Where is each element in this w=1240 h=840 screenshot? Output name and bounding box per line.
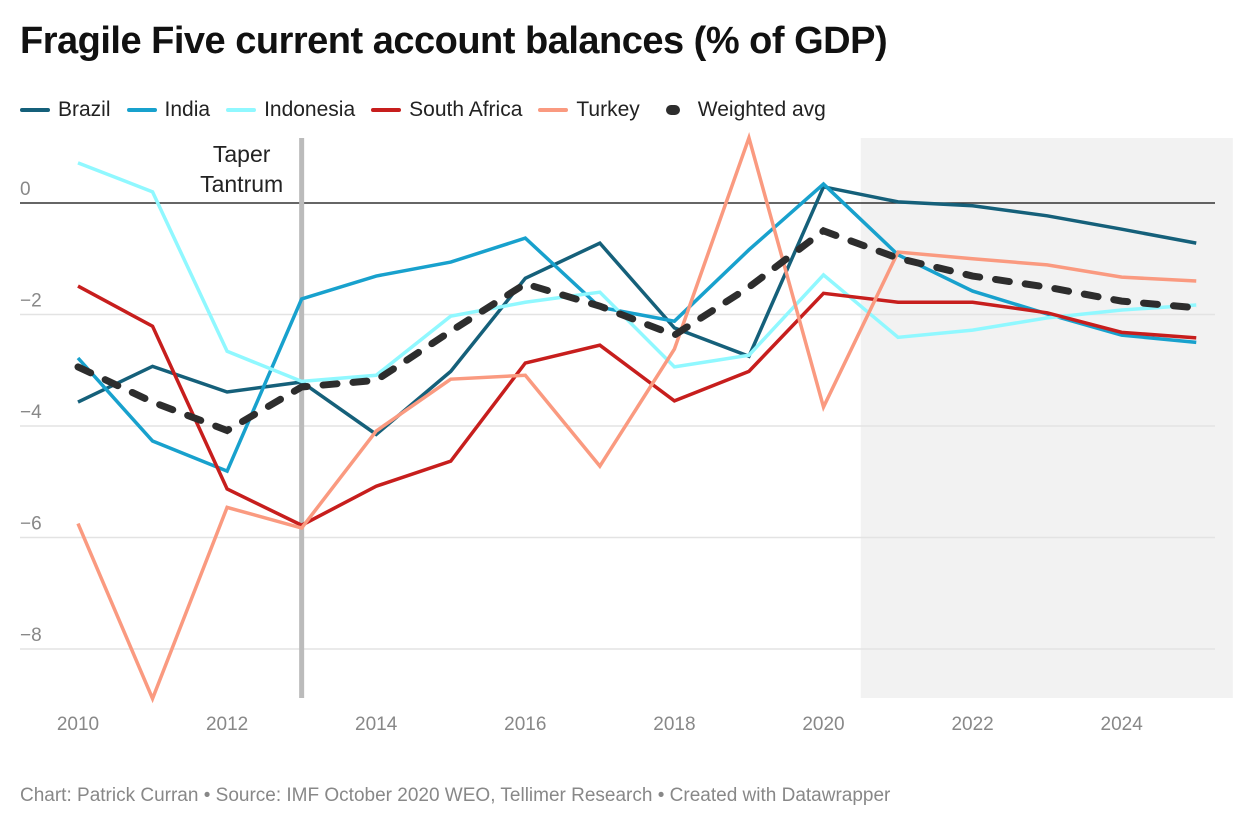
legend-item-indonesia: Indonesia xyxy=(226,98,355,122)
series-line-turkey xyxy=(76,131,1197,704)
footer-credit: Chart: Patrick Curran • Source: IMF Octo… xyxy=(20,785,891,806)
legend-item-turkey: Turkey xyxy=(538,98,640,122)
x-tick-label: 2012 xyxy=(206,714,248,735)
legend-label: Brazil xyxy=(58,98,111,121)
legend-label: India xyxy=(164,98,211,121)
x-tick-label: 2020 xyxy=(802,714,844,735)
taper-tantrum-label: Taper xyxy=(213,141,271,167)
taper-tantrum-label: Tantrum xyxy=(200,171,283,197)
x-tick-label: 2022 xyxy=(951,714,993,735)
y-tick-label: −8 xyxy=(20,625,42,646)
legend-label: South Africa xyxy=(409,98,523,121)
legend-swatch xyxy=(20,108,50,112)
series-line-indonesia xyxy=(77,161,1197,384)
legend-label: Indonesia xyxy=(264,98,356,121)
legend: Brazil India Indonesia South Africa Turkey We… xyxy=(20,98,826,122)
legend-label: Weighted avg xyxy=(697,98,826,121)
legend-item-weighted-avg: Weighted avg xyxy=(656,98,826,122)
legend-swatch xyxy=(665,105,680,115)
legend-swatch xyxy=(371,108,402,112)
x-tick-label: 2016 xyxy=(504,714,546,735)
legend-label: Turkey xyxy=(576,98,640,121)
legend-item-brazil: Brazil xyxy=(20,98,111,122)
legend-swatch xyxy=(126,108,157,112)
legend-item-south-africa: South Africa xyxy=(371,98,522,122)
forecast-shading xyxy=(860,138,1233,698)
x-tick-label: 2014 xyxy=(355,714,398,735)
legend-swatch xyxy=(538,108,569,112)
x-tick-label: 2018 xyxy=(653,714,695,735)
y-tick-label: −4 xyxy=(20,402,42,423)
y-tick-label: 0 xyxy=(20,179,31,200)
series-line-south-africa xyxy=(77,284,1197,528)
y-tick-label: −2 xyxy=(20,291,42,312)
x-tick-label: 2024 xyxy=(1101,714,1144,735)
series-line-weighted-avg xyxy=(74,226,1200,435)
y-tick-label: −6 xyxy=(20,514,42,535)
legend-item-india: India xyxy=(126,98,211,122)
x-tick-label: 2010 xyxy=(57,714,99,735)
legend-swatch xyxy=(226,108,257,112)
series-line-india xyxy=(76,181,1197,474)
chart-title: Fragile Five current account balances (%… xyxy=(20,20,888,62)
